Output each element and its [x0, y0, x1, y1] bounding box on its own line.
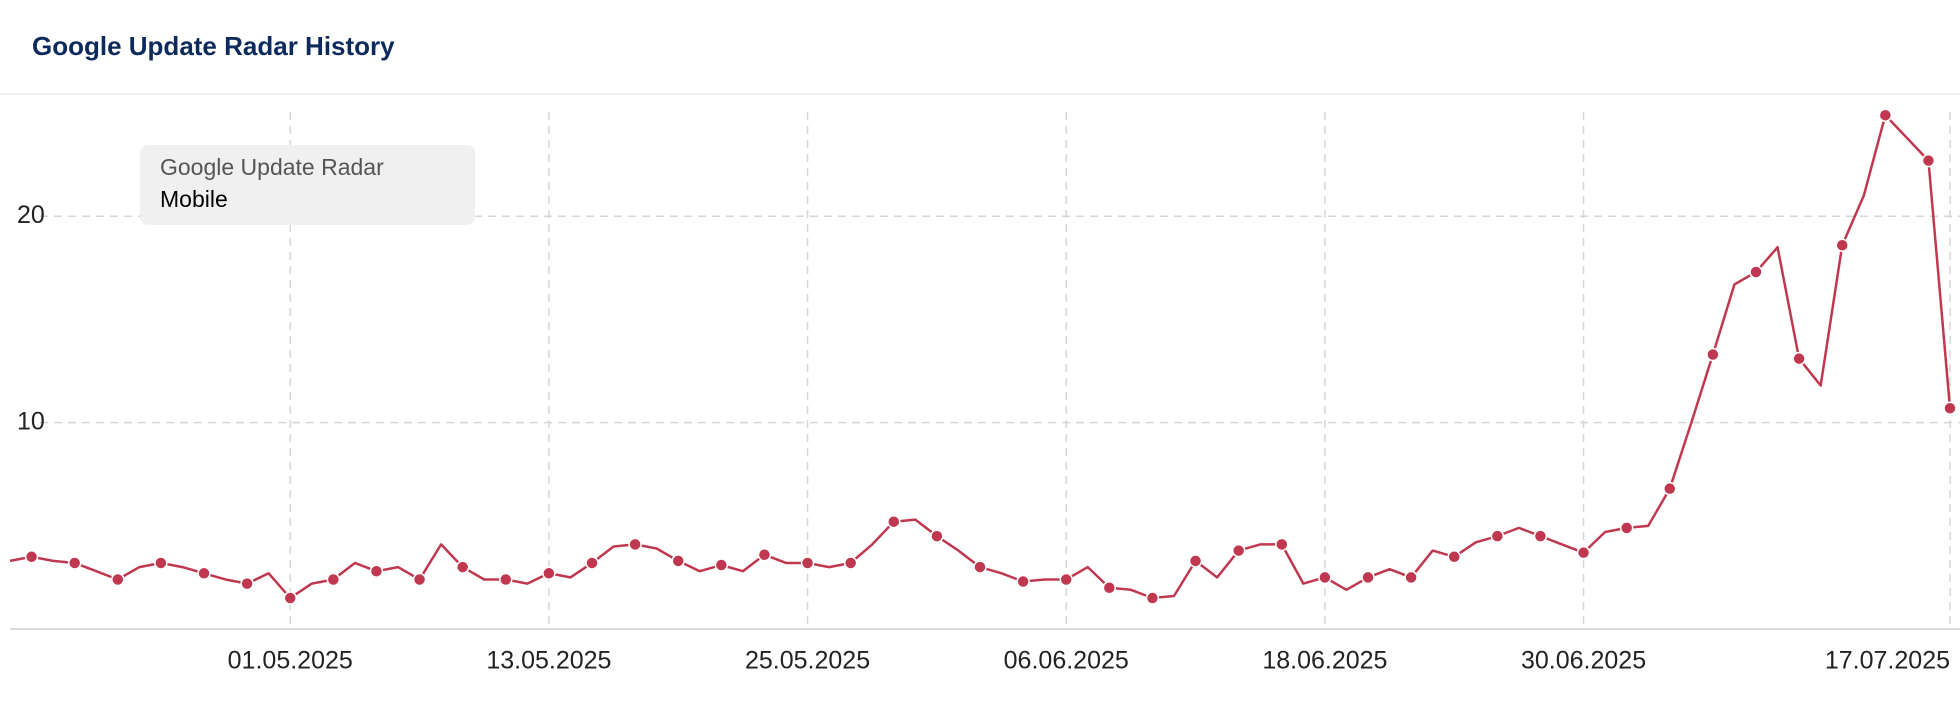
data-point [1361, 570, 1375, 585]
data-point [757, 547, 772, 562]
data-point [1706, 347, 1720, 362]
data-point [843, 556, 858, 570]
data-point [1102, 580, 1117, 595]
data-point [499, 572, 513, 587]
data-point [67, 556, 82, 570]
x-tick-label: 18.06.2025 [1262, 647, 1387, 675]
data-point [154, 556, 168, 570]
data-point [111, 572, 125, 587]
chart-title: Google Update Radar History [32, 31, 395, 61]
data-point [1145, 591, 1160, 605]
data-point [1921, 153, 1936, 168]
data-point [1576, 545, 1591, 560]
data-point [197, 566, 211, 581]
data-point [1059, 572, 1073, 587]
data-point [1749, 265, 1763, 279]
data-point [240, 576, 254, 591]
data-point [585, 556, 599, 570]
data-point [1490, 529, 1505, 543]
x-tick-label: 13.05.2025 [486, 647, 611, 675]
data-point [1447, 550, 1461, 564]
data-point [542, 566, 556, 581]
data-point [1275, 537, 1289, 552]
data-point [1792, 351, 1806, 366]
data-point [1016, 574, 1030, 589]
y-tick-label: 10 [17, 407, 45, 435]
data-point [1533, 529, 1548, 543]
data-point [1878, 108, 1893, 122]
data-point [1619, 521, 1634, 535]
legend-title: Google Update Radar [160, 154, 384, 180]
data-point [1231, 543, 1246, 558]
x-tick-label: 06.06.2025 [1004, 647, 1129, 675]
data-point [1188, 554, 1203, 568]
data-point [1663, 481, 1677, 496]
data-point [671, 554, 685, 568]
data-point [326, 572, 341, 587]
data-point [283, 591, 297, 605]
x-tick-label: 30.06.2025 [1521, 647, 1646, 675]
data-point [412, 572, 427, 587]
legend: Google Update Radar Mobile [140, 145, 475, 225]
data-point [930, 529, 944, 543]
data-point [24, 550, 39, 564]
data-point [1835, 238, 1849, 252]
y-tick-label: 20 [17, 201, 45, 229]
data-point [714, 558, 729, 572]
data-point [455, 560, 470, 574]
data-point [973, 560, 987, 574]
data-point [1318, 570, 1332, 585]
data-point [369, 564, 384, 578]
data-point [1943, 401, 1957, 415]
x-tick-label: 01.05.2025 [228, 647, 353, 675]
data-point [887, 514, 901, 529]
data-point [1404, 570, 1418, 585]
legend-box [140, 145, 475, 225]
data-point [800, 556, 815, 570]
x-tick-label: 17.07.2025 [1825, 647, 1950, 675]
legend-entry: Mobile [160, 186, 228, 212]
data-point [628, 537, 642, 552]
x-tick-label: 25.05.2025 [745, 647, 870, 675]
